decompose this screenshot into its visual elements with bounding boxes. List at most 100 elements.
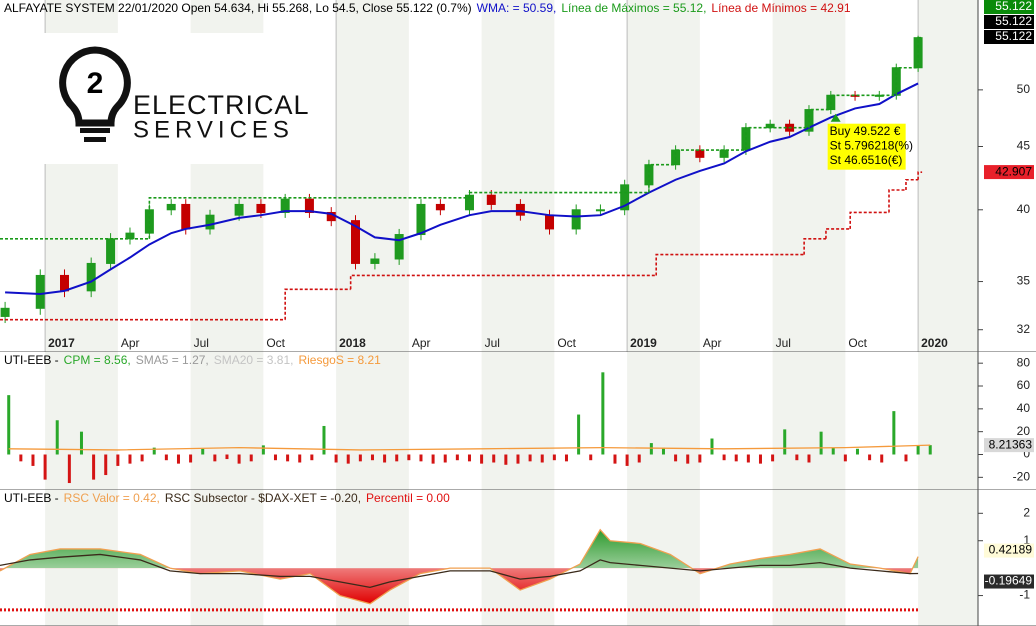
header-text: RSC Subsector - $DAX-XET = -0.20, <box>165 491 361 505</box>
bar <box>589 454 593 461</box>
bar <box>201 448 205 455</box>
candle-body <box>545 214 555 230</box>
x-band <box>190 352 264 490</box>
bar <box>19 454 23 462</box>
bar <box>322 425 326 455</box>
step-line <box>849 211 890 229</box>
x-tick-label: 2017 <box>48 336 75 350</box>
bar <box>92 454 96 480</box>
bar <box>104 454 108 476</box>
candle-body <box>86 262 96 292</box>
axis-bg <box>978 490 1036 626</box>
bar <box>152 447 156 455</box>
logo-line2: SERVICES <box>133 116 294 143</box>
header-text: RiesgoS = 8.21 <box>298 353 381 367</box>
logo-mark: 2 <box>87 67 104 100</box>
x-tick-label: 2018 <box>339 336 366 350</box>
bar <box>334 454 338 463</box>
candle-body <box>719 149 729 158</box>
x-band <box>336 0 409 352</box>
header-text: Línea de Mínimos = 42.91 <box>711 1 850 15</box>
logo-line1: ELECTRICAL <box>133 90 310 120</box>
bar <box>722 454 726 461</box>
candle-body <box>125 232 135 240</box>
bar <box>225 454 229 460</box>
bar <box>431 454 435 464</box>
x-tick-label: Apr <box>703 336 722 350</box>
bar <box>868 454 872 461</box>
logo: 2 ELECTRICAL SERVICES <box>33 33 310 164</box>
value-label-bg <box>984 30 1034 44</box>
bar <box>637 454 641 463</box>
bar <box>577 414 581 455</box>
bar <box>128 454 132 464</box>
header-text: UTI-EEB - <box>4 491 59 505</box>
y-tick-label: 40 <box>1017 401 1031 415</box>
bar <box>261 445 265 455</box>
bar <box>467 454 471 462</box>
bar <box>7 395 11 455</box>
bar <box>807 454 811 463</box>
candle-body <box>370 258 380 264</box>
bar <box>480 454 484 464</box>
step-line <box>917 36 923 68</box>
bar <box>346 454 350 464</box>
x-tick-label: Jul <box>194 336 209 350</box>
bulb-base <box>80 128 110 133</box>
value-label: 55.122 <box>995 29 1032 43</box>
bar <box>746 454 750 463</box>
bar <box>795 454 799 461</box>
x-band <box>190 490 264 626</box>
series-line <box>0 553 919 589</box>
y-tick-label: 50 <box>1017 82 1031 96</box>
value-label-bg <box>984 574 1034 589</box>
step-line <box>917 171 923 180</box>
bar <box>443 454 447 463</box>
header-text: CPM = 8.56, <box>64 353 131 367</box>
step-line <box>648 163 676 193</box>
header-text: UTI-EEB - <box>4 353 59 367</box>
bar <box>79 431 83 455</box>
step-line <box>803 237 826 255</box>
y-tick-label: 0 <box>1023 447 1030 461</box>
x-band <box>481 490 555 626</box>
bar <box>649 443 653 455</box>
value-label-bg <box>984 15 1034 29</box>
step-line <box>674 149 746 165</box>
bar <box>419 454 423 462</box>
x-band <box>772 352 846 490</box>
bar <box>613 454 617 464</box>
x-tick-label: Oct <box>848 336 867 350</box>
annotation-text: Buy 49.522 € <box>830 124 901 138</box>
step-line <box>808 108 831 128</box>
candle-body <box>256 203 266 213</box>
annotation-text: St 5.796218(%) <box>830 138 913 152</box>
bar <box>904 454 908 462</box>
candle-body <box>571 209 581 230</box>
step-line <box>905 178 919 191</box>
x-tick-label: Jul <box>776 336 791 350</box>
value-label-bg <box>984 543 1034 558</box>
header-text: WMA: = 50.59, <box>477 1 557 15</box>
bar <box>455 454 459 461</box>
candle-body <box>35 274 45 309</box>
y-tick-label: 32 <box>1017 322 1031 336</box>
x-band <box>627 352 700 490</box>
header-text: SMA20 = 3.81, <box>214 353 294 367</box>
bar <box>819 431 823 455</box>
bar <box>43 454 47 480</box>
step-line <box>825 228 851 239</box>
bar <box>395 454 399 462</box>
candle-body <box>515 203 525 216</box>
annotation-text: St 46.6516(€) <box>830 153 903 167</box>
value-label-bg <box>984 0 1034 14</box>
x-band <box>627 0 700 352</box>
bar <box>855 448 859 455</box>
step-line <box>284 288 351 320</box>
y-tick-label: -20 <box>1013 470 1031 484</box>
header-text: SMA5 = 1.27, <box>136 353 209 367</box>
candle-body <box>234 203 244 216</box>
x-tick-label: Oct <box>557 336 576 350</box>
step-line <box>655 253 805 276</box>
